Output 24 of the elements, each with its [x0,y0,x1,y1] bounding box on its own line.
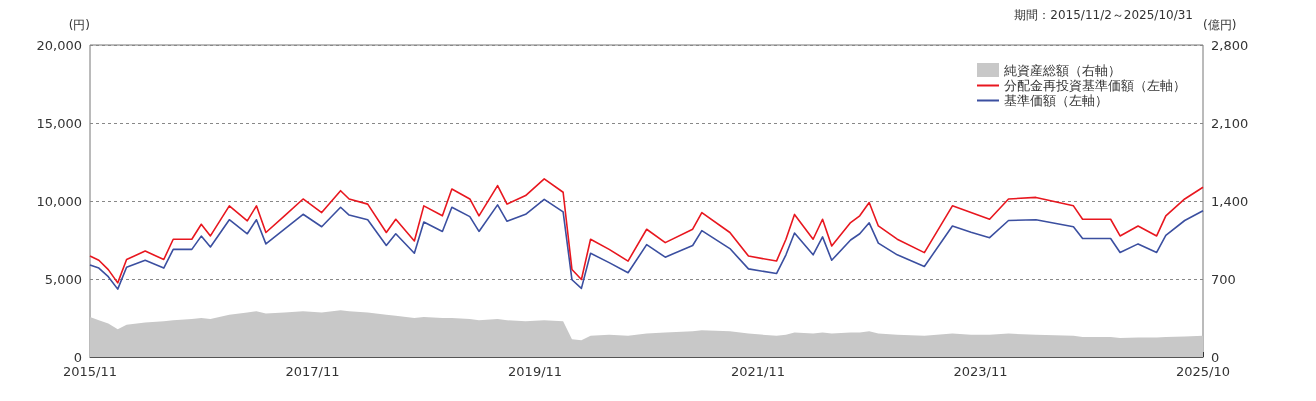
y-tick-label: 15,000 [36,115,82,131]
legend-label: 分配金再投資基準価額（左軸） [1004,78,1186,93]
x-tick-label: 2015/11 [62,364,118,379]
y2-tick-label: 2,100 [1211,115,1249,131]
y2-tick-label: 1,400 [1211,193,1249,209]
line-series [89,198,1204,290]
x-tick-label: 2017/11 [285,364,340,379]
x-tick-label: 2019/11 [508,364,563,379]
y-tick-label: 20,000 [36,37,82,53]
legend-label: 基準価額（左軸） [1004,93,1108,108]
y2-tick-label: 0 [1211,349,1220,365]
y2-tick-label: 2,800 [1211,37,1249,53]
x-tick-label: 2025/10 [1175,364,1231,379]
chart-subtitle: 期間：2015/11/2～2025/10/31 [1014,8,1194,22]
y-tick-label: 10,000 [36,193,82,209]
legend-label: 純資産総額（右軸） [1004,62,1121,78]
x-tick-label: 2023/11 [953,364,1008,379]
y2-axis-title: (億円) [1203,18,1237,32]
y2-tick-label: 700 [1211,271,1236,287]
line-series [89,178,1204,284]
y-axis-title: (円) [68,18,90,32]
y-tick-label: 0 [73,349,82,365]
y-tick-label: 5,000 [44,271,82,287]
x-tick-label: 2021/11 [730,364,785,379]
